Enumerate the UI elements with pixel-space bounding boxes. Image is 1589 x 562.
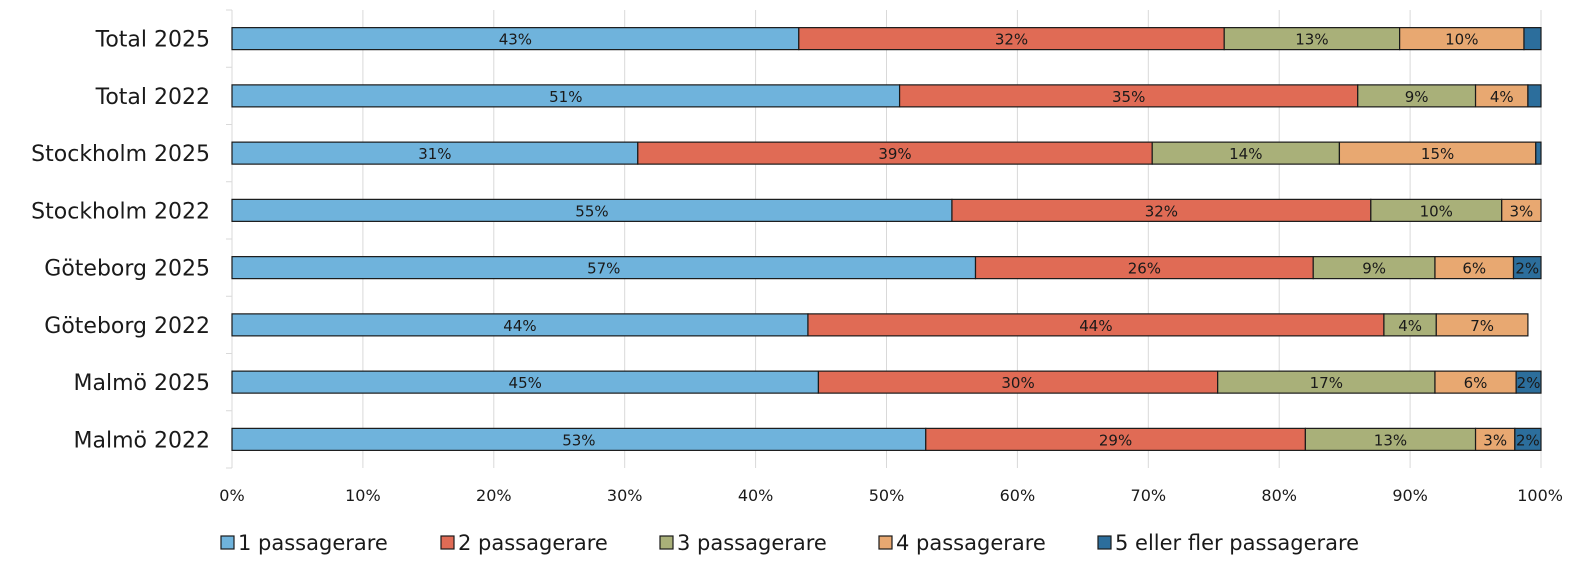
legend-swatch bbox=[1097, 535, 1112, 550]
x-tick-label: 70% bbox=[1131, 486, 1167, 505]
data-label: 44% bbox=[503, 317, 536, 335]
bar-segment bbox=[1501, 198, 1542, 222]
data-label: 57% bbox=[587, 260, 620, 278]
data-label: 32% bbox=[1145, 202, 1178, 220]
category-label: Stockholm 2025 bbox=[31, 142, 210, 167]
data-label: 45% bbox=[509, 374, 542, 392]
data-label: 4% bbox=[1398, 317, 1422, 335]
category-label: Malmö 2025 bbox=[74, 371, 210, 396]
data-label: 3% bbox=[1509, 202, 1533, 220]
bar-segment bbox=[1535, 141, 1542, 165]
bar-segment bbox=[1512, 256, 1542, 280]
bar-segment bbox=[1523, 27, 1542, 51]
x-tick-label: 90% bbox=[1392, 486, 1428, 505]
data-label: 6% bbox=[1464, 374, 1488, 392]
data-label: 9% bbox=[1405, 88, 1429, 106]
bar-segment bbox=[1527, 84, 1542, 108]
data-label: 32% bbox=[995, 31, 1028, 49]
data-label: 17% bbox=[1310, 374, 1343, 392]
data-label: 29% bbox=[1099, 431, 1132, 449]
x-tick-label: 40% bbox=[738, 486, 774, 505]
category-label: Stockholm 2022 bbox=[31, 199, 210, 224]
bars: 43% 32% 13% 10% 51% 35% 9% 4% 31% 39% 14% 15% 55% 32%… bbox=[231, 27, 1542, 451]
data-label: 4% bbox=[1490, 88, 1514, 106]
legend-label: 3 passagerare bbox=[677, 531, 827, 555]
legend-label: 5 eller fler passagerare bbox=[1115, 531, 1359, 555]
x-tick-label: 30% bbox=[607, 486, 643, 505]
data-label: 53% bbox=[562, 431, 595, 449]
legend-swatch bbox=[440, 535, 455, 550]
x-tick-label: 10% bbox=[345, 486, 381, 505]
x-tick-label: 20% bbox=[476, 486, 512, 505]
data-label: 10% bbox=[1420, 202, 1453, 220]
data-label: 30% bbox=[1001, 374, 1034, 392]
category-label: Total 2025 bbox=[95, 28, 210, 53]
gridlines bbox=[231, 10, 1542, 468]
legend-label: 2 passagerare bbox=[458, 531, 608, 555]
data-label: 43% bbox=[499, 31, 532, 49]
legend-swatch bbox=[659, 535, 674, 550]
data-label: 13% bbox=[1295, 31, 1328, 49]
data-label: 44% bbox=[1079, 317, 1112, 335]
category-axis: Total 2025 Total 2022 Stockholm 2025 Stockh… bbox=[31, 9, 233, 469]
x-tick-label: 80% bbox=[1261, 486, 1297, 505]
category-label: Göteborg 2022 bbox=[44, 314, 210, 339]
x-tick-label: 0% bbox=[219, 486, 244, 505]
data-label: 2% bbox=[1515, 260, 1539, 278]
legend-swatch bbox=[220, 535, 235, 550]
data-label: 3% bbox=[1483, 431, 1507, 449]
legend: 1 passagerare 2 passagerare 3 passagerare 4… bbox=[220, 531, 1359, 555]
x-axis-ticks: 0% 10% 20% 30% 40% 50% 60% 70% 80% 90% 100% bbox=[219, 486, 1563, 505]
data-label: 2% bbox=[1517, 374, 1541, 392]
data-label: 10% bbox=[1445, 31, 1478, 49]
data-label: 14% bbox=[1229, 145, 1262, 163]
data-label: 55% bbox=[575, 202, 608, 220]
legend-label: 4 passagerare bbox=[896, 531, 1046, 555]
category-label: Göteborg 2025 bbox=[44, 257, 210, 282]
data-label: 13% bbox=[1374, 431, 1407, 449]
x-tick-label: 60% bbox=[1000, 486, 1036, 505]
data-label: 7% bbox=[1470, 317, 1494, 335]
bar-segment bbox=[1435, 313, 1529, 337]
data-label: 51% bbox=[549, 88, 582, 106]
data-label: 15% bbox=[1421, 145, 1454, 163]
legend-swatch bbox=[878, 535, 893, 550]
data-label: 9% bbox=[1362, 260, 1386, 278]
data-label: 39% bbox=[878, 145, 911, 163]
data-label: 26% bbox=[1128, 260, 1161, 278]
legend-label: 1 passagerare bbox=[238, 531, 388, 555]
data-label: 31% bbox=[418, 145, 451, 163]
category-label: Total 2022 bbox=[95, 85, 210, 110]
data-label: 6% bbox=[1462, 260, 1486, 278]
x-tick-label: 50% bbox=[869, 486, 905, 505]
bar-segment bbox=[1515, 370, 1542, 394]
category-label: Malmö 2022 bbox=[74, 428, 210, 453]
data-label: 35% bbox=[1112, 88, 1145, 106]
x-tick-label: 100% bbox=[1517, 486, 1563, 505]
data-label: 2% bbox=[1516, 431, 1540, 449]
bar-segment bbox=[1514, 427, 1542, 451]
